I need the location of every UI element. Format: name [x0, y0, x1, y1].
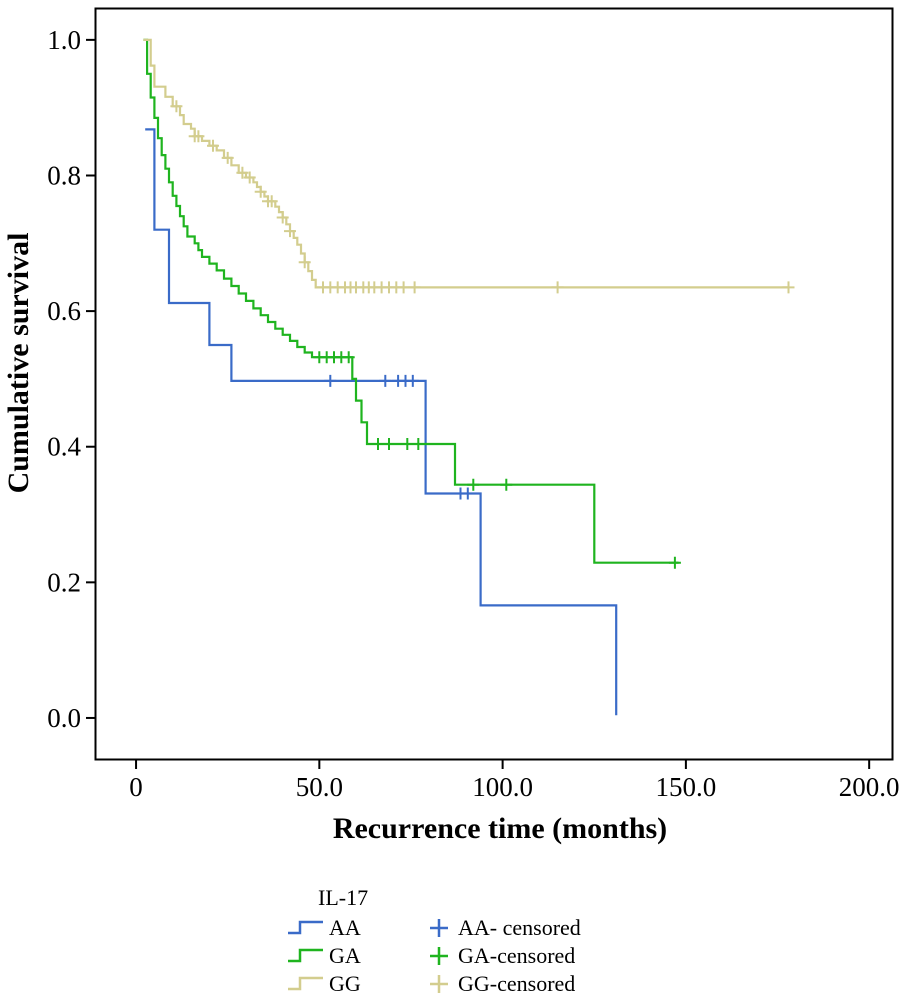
legend-label-gg-censored: GG-censored: [458, 971, 576, 996]
censor-mark-ga: [372, 438, 384, 450]
legend: IL-17 AA AA- censored GA GA-censored GG …: [287, 884, 908, 998]
y-tick-label: 0.0: [47, 703, 81, 733]
ga-censored-sample-icon: [430, 947, 448, 965]
legend-label-aa: AA: [329, 915, 361, 940]
y-axis-title: Cumulative survival: [2, 233, 35, 494]
series-line-aa: [145, 128, 618, 716]
y-tick-label: 0.4: [47, 432, 81, 462]
aa-censored-sample-icon: [430, 919, 448, 937]
plot-border: [94, 7, 894, 761]
censor-mark-gg: [170, 100, 183, 113]
legend-title: IL-17: [318, 885, 369, 910]
censor-mark-ga: [342, 351, 355, 364]
censor-mark-aa: [379, 374, 392, 387]
gg-censored-sample-icon: [430, 975, 448, 993]
censor-mark-gg: [192, 130, 205, 143]
legend-row-ga: GA GA-censored: [287, 942, 908, 970]
legend-row-aa: AA AA- censored: [287, 914, 908, 942]
censor-mark-ga: [383, 438, 395, 450]
censor-mark-ga: [412, 438, 425, 450]
series-line-ga: [143, 38, 679, 564]
censor-mark-gg: [782, 281, 795, 294]
series-line-gg: [143, 38, 789, 289]
legend-label-ga: GA: [329, 943, 361, 968]
censor-mark-gg: [243, 171, 256, 184]
censor-mark-gg: [284, 225, 296, 238]
x-tick-label: 200.0: [839, 772, 900, 802]
censor-mark-gg: [221, 151, 234, 164]
aa-line-sample-icon: [288, 920, 323, 935]
y-tick-label: 0.6: [47, 296, 81, 326]
censor-mark-gg: [207, 139, 219, 152]
censor-mark-aa: [324, 374, 337, 387]
censor-mark-gg: [298, 256, 311, 269]
censor-mark-aa: [406, 374, 419, 387]
censor-mark-aa: [461, 487, 474, 500]
censor-mark-gg: [276, 211, 289, 224]
x-axis-title: Recurrence time (months): [333, 812, 667, 845]
y-tick-label: 0.8: [47, 160, 81, 190]
censor-mark-gg: [397, 281, 410, 294]
km-plot-svg: 0 50.0 100.0 150.0 200.0 0.0 0.2 0.4 0.6 0.8 1.0 Re…: [2, 7, 900, 845]
ga-line-sample-icon: [288, 948, 323, 963]
x-tick-label: 150.0: [656, 772, 717, 802]
legend-label-aa-censored: AA- censored: [458, 915, 581, 940]
censor-mark-gg: [551, 281, 564, 294]
x-tick-label: 100.0: [472, 772, 533, 802]
censor-mark-ga: [467, 478, 480, 491]
y-tick-label: 1.0: [47, 25, 81, 55]
censor-mark-ga: [401, 438, 414, 450]
x-tick-label: 50.0: [296, 772, 343, 802]
x-tick-label: 0: [129, 772, 143, 802]
censor-mark-ga: [500, 478, 513, 491]
censor-mark-gg: [265, 195, 278, 208]
censor-mark-gg: [236, 166, 249, 179]
censor-mark-gg: [408, 281, 421, 294]
y-tick-label: 0.2: [47, 567, 81, 597]
censor-mark-ga: [668, 556, 681, 569]
legend-label-gg: GG: [329, 971, 361, 996]
legend-row-gg: GG GG-censored: [287, 970, 908, 998]
gg-line-sample-icon: [288, 976, 323, 991]
legend-label-ga-censored: GA-censored: [458, 943, 576, 968]
censor-mark-gg: [254, 185, 267, 198]
survival-chart-area: 0 50.0 100.0 150.0 200.0 0.0 0.2 0.4 0.6 0.8 1.0 Re…: [2, 7, 900, 845]
